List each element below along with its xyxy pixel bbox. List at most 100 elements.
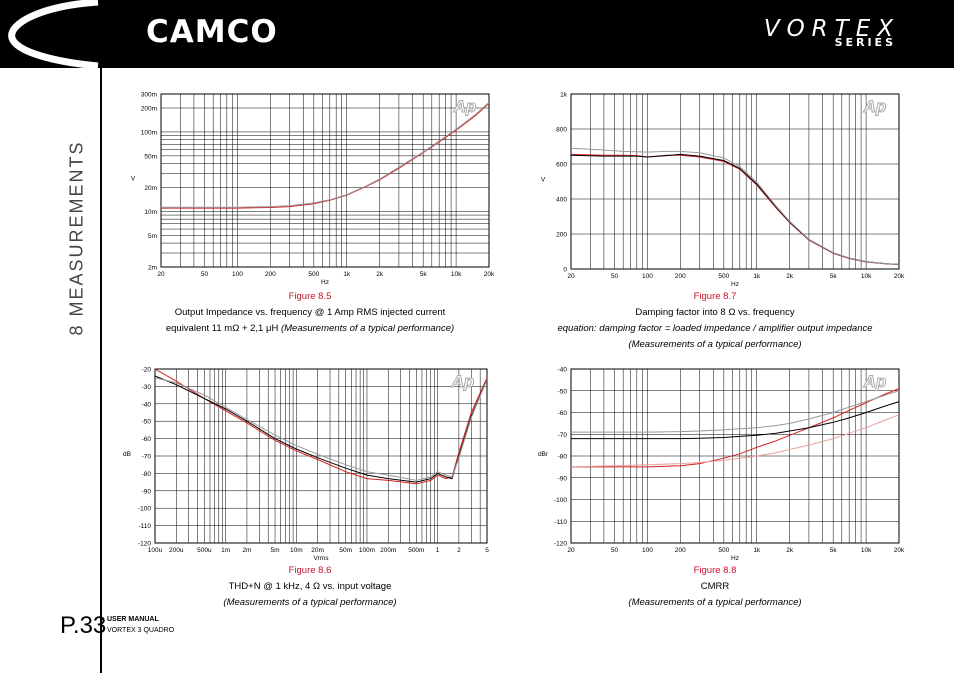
manual-label: USER MANUAL: [107, 616, 159, 623]
figure-number: Figure 8.6: [288, 565, 332, 576]
y-axis-label: V: [131, 176, 136, 183]
figure-number: Figure 8.8: [693, 565, 737, 576]
ap-logo-icon: Ap: [451, 372, 475, 391]
x-tick-label: 200m: [380, 547, 396, 554]
x-tick-label: 500u: [197, 547, 212, 554]
series-line-0: [161, 102, 490, 209]
x-tick-label: 100m: [359, 547, 375, 554]
plot-frame: [154, 368, 488, 544]
y-tick-label: 2m: [148, 265, 157, 272]
figure-number: Figure 8.7: [693, 291, 737, 302]
series-line-2: [154, 377, 488, 481]
y-tick-label: -60: [558, 410, 568, 417]
y-tick-label: -20: [142, 367, 152, 374]
series-line-2: [570, 147, 900, 265]
y-tick-label: -40: [142, 401, 152, 408]
ap-logo-icon: Ap: [863, 97, 887, 116]
y-axis-label: dBr: [538, 451, 549, 458]
x-tick-label: 200: [675, 547, 686, 554]
x-tick-label: 5k: [830, 273, 838, 280]
figure-number: Figure 8.5: [288, 291, 332, 302]
figure-caption: Output Impedance vs. frequency @ 1 Amp R…: [174, 307, 446, 318]
x-tick-label: 5k: [420, 271, 428, 278]
x-tick-label: 20k: [484, 271, 495, 278]
figure-note: (Measurements of a typical performance): [628, 339, 802, 350]
series-name: VORTEX: [763, 16, 900, 42]
figure-caption: Damping factor into 8 Ω vs. frequency: [635, 307, 795, 318]
x-axis-label: Hz: [731, 555, 739, 562]
series-line-1: [154, 375, 488, 483]
y-tick-label: -100: [554, 497, 567, 504]
x-tick-label: 10m: [290, 547, 303, 554]
x-tick-label: 500: [718, 547, 729, 554]
camco-swoosh-icon: [8, 0, 99, 68]
y-tick-label: 200: [556, 232, 567, 239]
plot-frame: [570, 93, 900, 270]
y-tick-label: 0: [563, 267, 567, 274]
plot-frame: [570, 368, 900, 544]
series-line-1: [161, 102, 490, 208]
x-tick-label: 200: [675, 273, 686, 280]
y-tick-label: -100: [138, 506, 151, 513]
y-tick-label: -50: [142, 419, 152, 426]
x-tick-label: 1k: [753, 273, 761, 280]
page-number: P.33: [60, 612, 107, 639]
ap-logo-icon: Ap: [453, 97, 477, 116]
x-tick-label: 2k: [376, 271, 384, 278]
x-tick-label: 5k: [830, 547, 838, 554]
x-tick-label: 20k: [894, 273, 905, 280]
y-tick-label: 300m: [141, 92, 157, 99]
x-tick-label: 2k: [786, 273, 794, 280]
series-sub: SERIES: [834, 36, 896, 49]
x-tick-label: 50: [201, 271, 209, 278]
y-tick-label: 20m: [144, 185, 157, 192]
series-line-1: [571, 401, 900, 440]
x-tick-label: 500: [308, 271, 319, 278]
x-tick-label: 100u: [148, 547, 163, 554]
y-tick-label: 50m: [144, 153, 157, 160]
caption-fig-8-6: Figure 8.6 THD+N @ 1 kHz, 4 Ω vs. input …: [130, 563, 490, 611]
y-tick-label: -90: [142, 488, 152, 495]
x-tick-label: 100: [232, 271, 243, 278]
x-tick-label: 2: [457, 547, 461, 554]
x-tick-label: 200: [265, 271, 276, 278]
x-tick-label: 20: [157, 271, 165, 278]
x-tick-label: 1k: [343, 271, 351, 278]
caption-fig-8-8: Figure 8.8 CMRR (Measurements of a typic…: [520, 563, 910, 611]
series-line-3: [570, 414, 900, 468]
brand-logo: CAMCO: [146, 14, 278, 50]
x-tick-label: 20: [567, 273, 575, 280]
x-tick-label: 1k: [753, 547, 761, 554]
y-tick-label: -120: [138, 541, 151, 548]
x-tick-label: 50: [611, 273, 619, 280]
y-tick-label: -30: [142, 384, 152, 391]
x-tick-label: 1: [436, 547, 440, 554]
x-tick-label: 500m: [408, 547, 424, 554]
x-axis-label: Hz: [321, 279, 329, 286]
y-tick-label: -50: [558, 388, 568, 395]
x-tick-label: 5m: [271, 547, 280, 554]
x-tick-label: 2m: [242, 547, 251, 554]
y-tick-label: 800: [556, 127, 567, 134]
x-tick-label: 50: [611, 547, 619, 554]
manual-model: VORTEX 3 QUADRO: [107, 627, 175, 634]
ap-logo-icon: Ap: [863, 372, 887, 391]
y-tick-label: 10m: [144, 209, 157, 216]
y-tick-label: 1k: [560, 92, 568, 99]
x-tick-label: 100: [642, 547, 653, 554]
figure-note: (Measurements of a typical performance): [223, 597, 397, 608]
plot-frame: [160, 93, 490, 268]
y-tick-label: -120: [554, 541, 567, 548]
x-tick-label: 20m: [311, 547, 324, 554]
x-tick-label: 500: [718, 273, 729, 280]
y-tick-label: -110: [554, 519, 567, 526]
figure-caption: CMRR: [700, 581, 730, 592]
caption-fig-8-5: Figure 8.5 Output Impedance vs. frequenc…: [130, 289, 490, 337]
x-tick-label: 10k: [861, 273, 872, 280]
y-tick-label: 600: [556, 162, 567, 169]
y-axis-label: dB: [123, 451, 131, 458]
